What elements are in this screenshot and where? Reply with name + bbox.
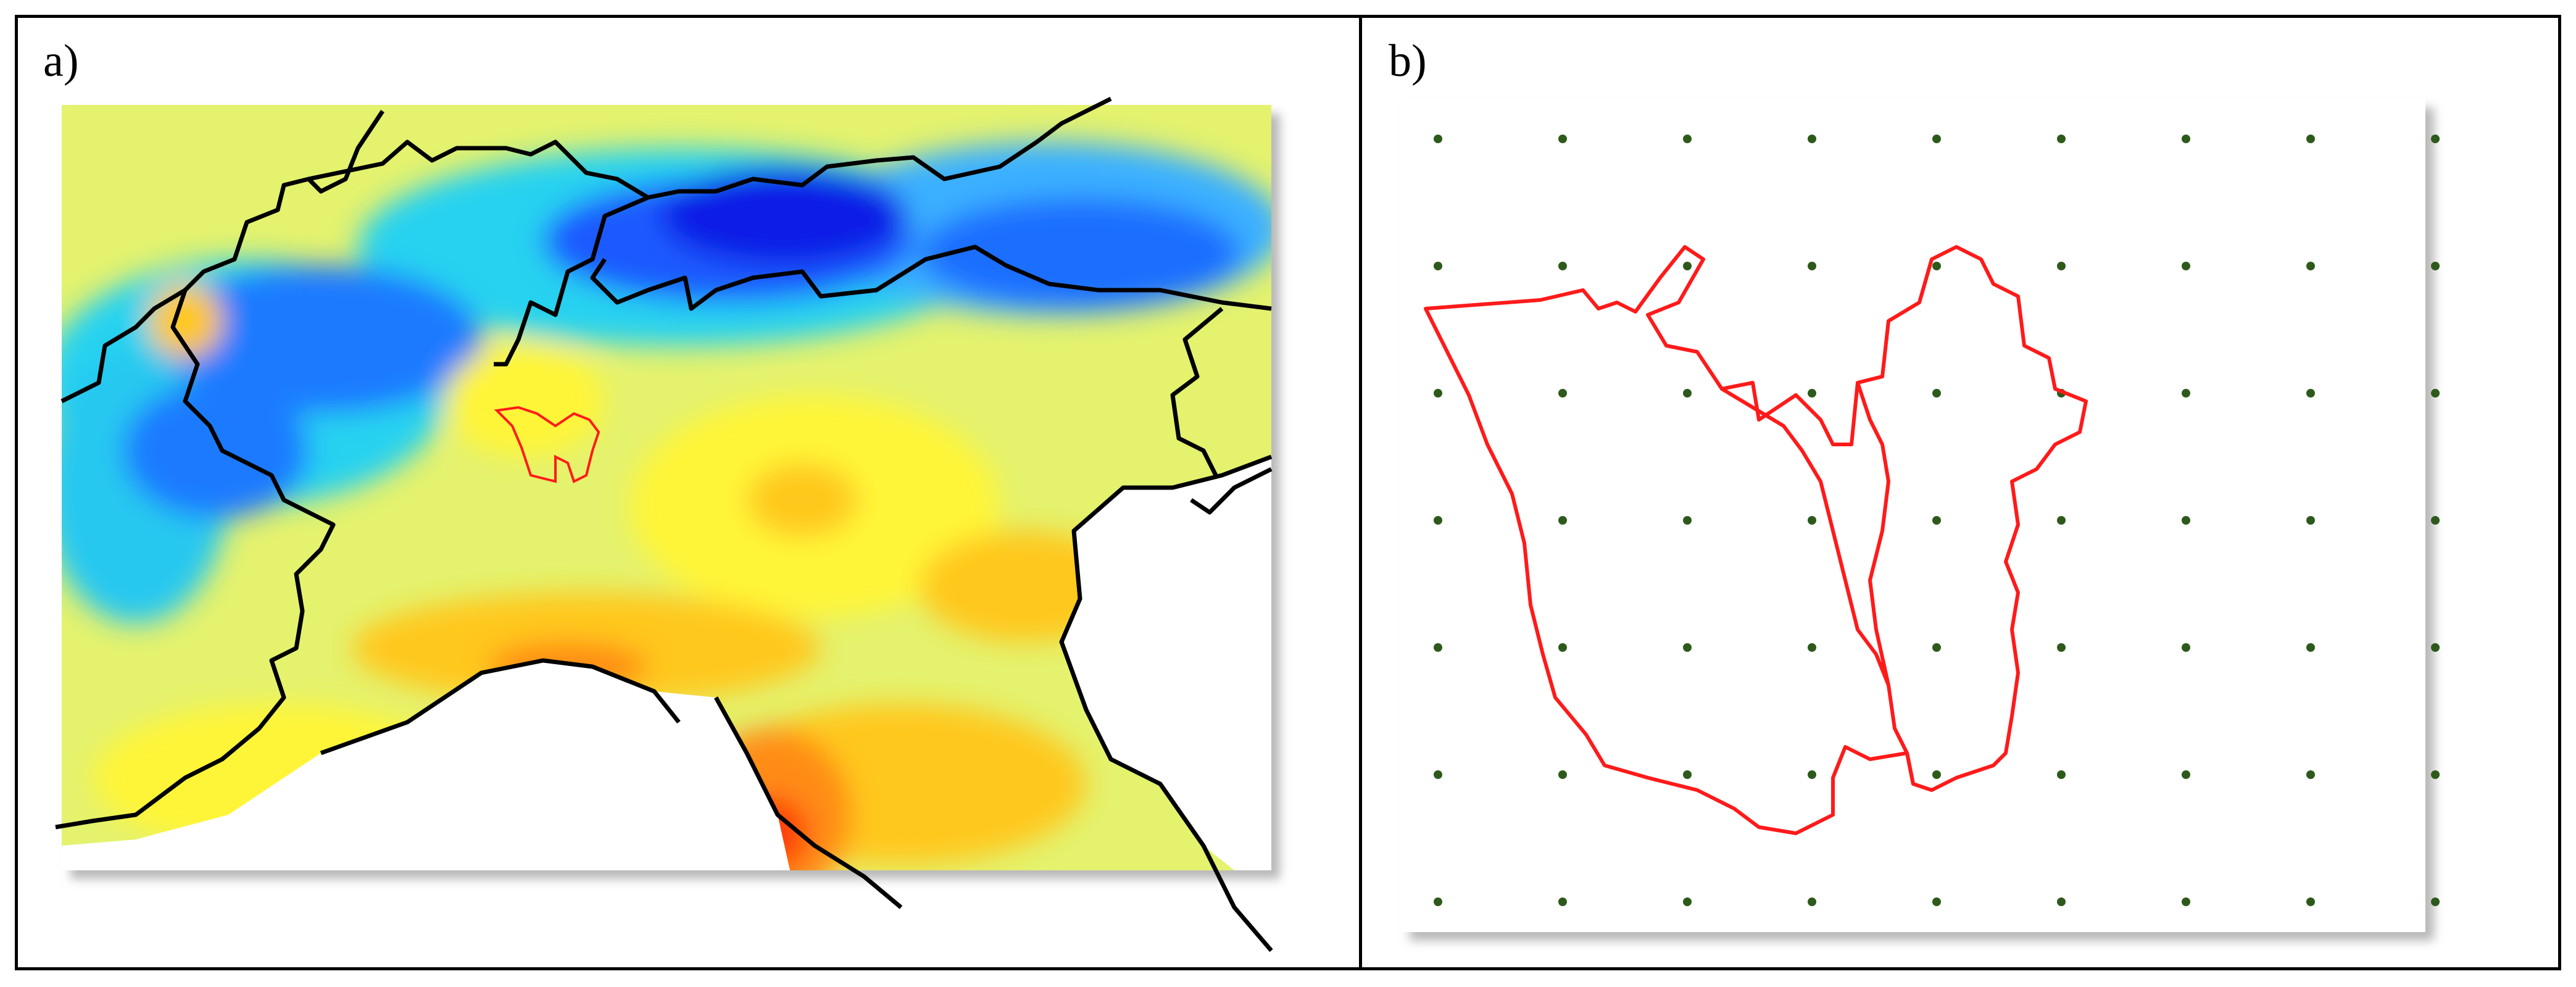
grid-point (2182, 516, 2190, 525)
panel-a-map (55, 96, 1333, 952)
panel-divider (1359, 15, 1362, 970)
grid-point (2057, 770, 2066, 779)
grid-point (1808, 770, 1816, 779)
grid-point (1683, 135, 1692, 143)
grid-point (2306, 643, 2315, 652)
grid-point (2431, 389, 2440, 398)
panel-b-label: b) (1389, 36, 1427, 86)
grid-point (1683, 516, 1692, 525)
panel-b-grid (1401, 99, 2561, 951)
grid-point (2182, 389, 2190, 398)
basin-outline-shared (1721, 382, 1915, 785)
grid-point (2431, 643, 2440, 652)
grid-point (2306, 770, 2315, 779)
grid-point (2182, 262, 2190, 270)
grid-point (1932, 516, 1941, 525)
grid-point (1434, 770, 1442, 779)
grid-point (1932, 135, 1941, 143)
border-lines (55, 96, 1273, 952)
grid-point (1558, 643, 1567, 652)
grid-points (1434, 135, 2440, 906)
grid-point (1558, 770, 1567, 779)
grid-point (1932, 389, 1941, 398)
grid-point (2182, 135, 2190, 143)
basin-outline-small (494, 406, 600, 483)
grid-point (2182, 643, 2190, 652)
grid-point (1558, 389, 1567, 398)
grid-point (1683, 643, 1692, 652)
grid-point (1434, 262, 1442, 270)
grid-point (1558, 897, 1567, 906)
grid-point (2057, 262, 2066, 270)
grid-point (2057, 897, 2066, 906)
grid-point (1558, 262, 1567, 270)
grid-point (2431, 770, 2440, 779)
basin-outline-west (1424, 245, 2088, 835)
grid-point (1434, 389, 1442, 398)
grid-point (1808, 643, 1816, 652)
grid-point (2057, 516, 2066, 525)
grid-point (1808, 897, 1816, 906)
grid-point (1683, 770, 1692, 779)
grid-point (1434, 643, 1442, 652)
grid-point (1434, 135, 1442, 143)
grid-point (1808, 262, 1816, 270)
grid-point (2057, 643, 2066, 652)
grid-svg (1401, 99, 2440, 932)
grid-point (2306, 897, 2315, 906)
grid-point (2182, 770, 2190, 779)
grid-point (2431, 262, 2440, 270)
grid-point (1683, 897, 1692, 906)
grid-point (1434, 897, 1442, 906)
grid-point (1932, 897, 1941, 906)
grid-point (2306, 135, 2315, 143)
grid-point (1808, 389, 1816, 398)
grid-point (2306, 262, 2315, 270)
grid-point (2431, 897, 2440, 906)
field-raster (62, 105, 1271, 870)
grid-shadow (1401, 99, 2425, 932)
grid-point (1683, 389, 1692, 398)
grid-point (2431, 516, 2440, 525)
panel-a-label: a) (43, 36, 79, 86)
grid-point (1808, 516, 1816, 525)
grid-point (1683, 262, 1692, 270)
grid-point (1932, 643, 1941, 652)
grid-point (1808, 135, 1816, 143)
grid-point (2182, 897, 2190, 906)
figure-frame (15, 15, 2561, 970)
grid-point (2057, 135, 2066, 143)
grid-point (1434, 516, 1442, 525)
grid-point (1932, 262, 1941, 270)
grid-point (1558, 135, 1567, 143)
map-svg (55, 96, 1273, 952)
grid-point (2431, 135, 2440, 143)
grid-point (2306, 389, 2315, 398)
grid-point (2306, 516, 2315, 525)
grid-point (1932, 770, 1941, 779)
grid-point (1558, 516, 1567, 525)
